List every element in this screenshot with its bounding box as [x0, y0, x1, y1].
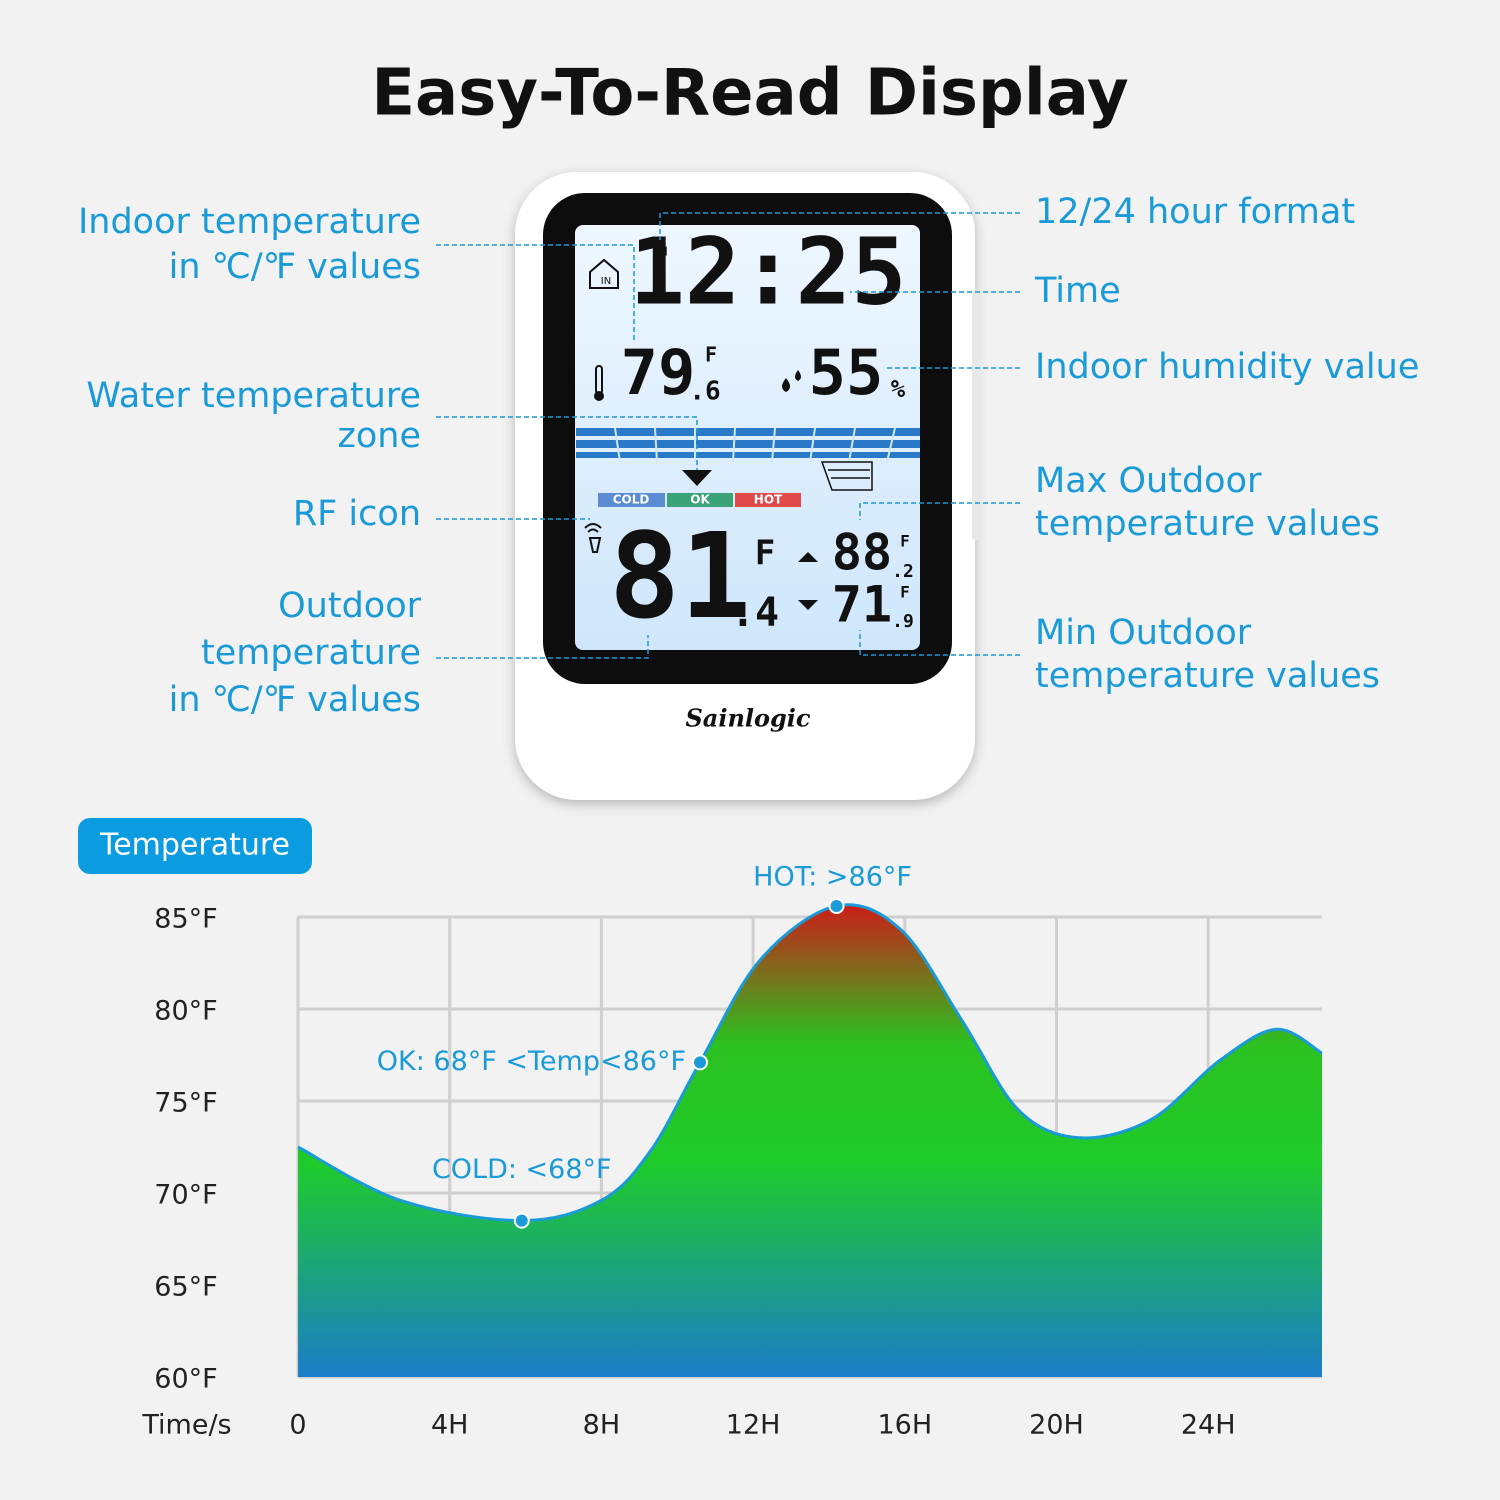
callout-label: Outdoor: [278, 586, 421, 626]
time: 12:25: [630, 218, 907, 325]
water-zone-bar: [576, 427, 920, 491]
humidity-unit: %: [891, 375, 906, 403]
annotation-label: COLD: <68°F: [432, 1154, 612, 1185]
zone-pointer: [682, 470, 712, 486]
callout-label: in ℃/℉ values: [169, 680, 421, 720]
lcd-screen: [575, 225, 920, 650]
callout-label: zone: [337, 416, 421, 456]
humidity: 55: [809, 336, 884, 409]
thermometer-bulb: [594, 391, 604, 401]
leader-lines: [436, 212, 1020, 659]
zone-hot: [735, 493, 801, 507]
zone-label: HOT: [754, 493, 783, 507]
max-temp-decimal: .2: [892, 561, 914, 582]
indoor-temp-decimal: .6: [689, 377, 720, 407]
callout-label: in ℃/℉ values: [169, 247, 421, 287]
annotation-point: [513, 1212, 530, 1229]
title: Easy-To-Read Display: [371, 57, 1128, 131]
x-tick-label: 4H: [431, 1410, 468, 1441]
callout-label: Min Outdoor: [1035, 613, 1252, 653]
x-tick-label: 16H: [877, 1410, 932, 1441]
indoor-temp: 79: [621, 336, 696, 409]
callout-label: Indoor temperature: [78, 202, 421, 242]
callout-label: 12/24 hour format: [1035, 192, 1355, 232]
rf-icon: [584, 523, 602, 553]
y-tick-label: 70°F: [154, 1180, 217, 1211]
callout-label: Time: [1034, 271, 1121, 311]
zone-label: COLD: [613, 493, 650, 507]
device: Sainlogic IN AM 12:25 79 .6 F 55 % COLD …: [515, 172, 980, 800]
y-label-badge: [78, 818, 312, 874]
callout-label: Max Outdoor: [1035, 461, 1262, 501]
y-tick-label: 60°F: [154, 1364, 217, 1395]
callout-label: Indoor humidity value: [1035, 347, 1419, 387]
min-temp: 71: [832, 576, 892, 634]
x-axis-label: Time/s: [141, 1410, 231, 1441]
callout-label: Water temperature: [86, 376, 421, 416]
y-tick-label: 80°F: [154, 996, 217, 1027]
annotation-label: HOT: >86°F: [753, 861, 912, 892]
area-fill: [298, 904, 1322, 1377]
zone-cold: [598, 493, 665, 507]
x-tick-label: 20H: [1029, 1410, 1084, 1441]
callout-label: temperature values: [1035, 656, 1380, 696]
humidity-icon: [782, 370, 801, 392]
callout-label: temperature: [201, 633, 421, 673]
x-tick-label: 24H: [1181, 1410, 1236, 1441]
x-tick-label: 0: [289, 1410, 306, 1441]
min-unit: F: [900, 583, 910, 602]
am-indicator: AM: [653, 245, 667, 259]
annotation-point: [692, 1054, 709, 1071]
indoor-unit: F: [705, 343, 717, 367]
max-unit: F: [900, 532, 910, 551]
zone-label: OK: [690, 493, 710, 507]
y-tick-label: 85°F: [154, 904, 217, 935]
callout-label: temperature values: [1035, 504, 1380, 544]
callout-label: RF icon: [293, 494, 421, 534]
outdoor-temp-decimal: .4: [731, 590, 779, 636]
y-tick-label: 75°F: [154, 1088, 217, 1119]
side-buttons: [972, 290, 980, 540]
annotation-label: OK: 68°F <Temp<86°F: [377, 1046, 686, 1077]
indoor-icon-label: IN: [601, 276, 611, 287]
x-tick-label: 8H: [583, 1410, 620, 1441]
max-temp: 88: [832, 524, 892, 582]
outdoor-temp: 81: [609, 507, 751, 645]
annotation-point: [828, 897, 845, 914]
y-tick-label: 65°F: [154, 1272, 217, 1303]
x-tick-label: 12H: [726, 1410, 781, 1441]
min-temp-decimal: .9: [892, 611, 914, 632]
zone-ok: [667, 493, 733, 507]
y-axis-label: Temperature: [99, 828, 290, 863]
brand: Sainlogic: [685, 704, 810, 733]
home-icon: [589, 258, 619, 289]
outdoor-unit: F: [755, 534, 775, 574]
